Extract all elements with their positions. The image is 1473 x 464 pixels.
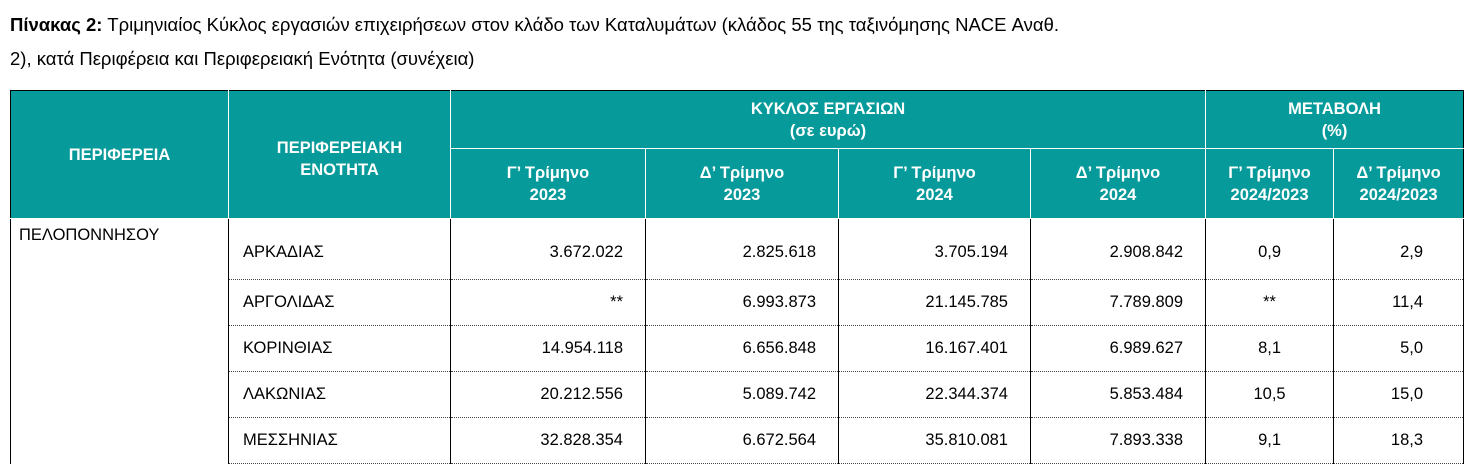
table-row: ΛΑΚΩΝΙΑΣ 20.212.556 5.089.742 22.344.374 5.8… <box>11 371 1465 418</box>
region-cell: ΠΕΛΟΠΟΝΝΗΣΟΥ <box>10 218 229 464</box>
title: Πίνακας 2: Τριμηνιαίος Κύκλος εργασιών ε… <box>10 8 1059 76</box>
value-cell: 32.828.354 <box>450 417 646 464</box>
header-row: Γ’ Τρίμηνο 2023 Δ’ Τρίμηνο 2023 Γ’ Τρίμηνο 20… <box>11 148 1465 219</box>
value-cell: 7.893.338 <box>1029 417 1207 464</box>
value-cell: 5.089.742 <box>645 371 839 418</box>
header-text: 2024 <box>916 185 953 204</box>
value-cell: 2.825.618 <box>645 218 839 280</box>
header-text: 2023 <box>723 185 761 204</box>
header-text: 2024/2023 <box>1230 185 1309 204</box>
header-text: Δ’ Τρίμηνο <box>1356 163 1441 182</box>
value-cell: 18,3 <box>1333 417 1465 464</box>
value-cell: 3.705.194 <box>838 218 1031 280</box>
header-cell: Δ’ Τρίμηνο 2023 <box>645 148 839 219</box>
header-text: ΠΕΡΙΦΕΡΕΙΑΚΗ <box>276 139 403 157</box>
header-cell: ΠΕΡΙΦΕΡΕΙΑΚΗ ΕΝΟΤΗΤΑ <box>228 90 451 219</box>
value-cell: 11,4 <box>1333 279 1465 326</box>
value-cell: 14.954.118 <box>450 325 646 372</box>
value-cell: 22.344.374 <box>838 371 1031 418</box>
value-cell: ** <box>450 279 646 326</box>
value-cell: 6.672.564 <box>645 417 839 464</box>
header-text: Γ’ Τρίμηνο <box>506 163 590 182</box>
value-cell: 9,1 <box>1205 417 1335 464</box>
value-cell: 2.908.842 <box>1029 218 1207 280</box>
title-label: Πίνακας 2: <box>10 14 103 35</box>
title-line: 2), κατά Περιφέρεια και Περιφερειακή Ενό… <box>10 48 475 69</box>
value-cell: 7.789.809 <box>1029 279 1207 326</box>
table-row: ΚΟΡΙΝΘΙΑΣ 14.954.118 6.656.848 16.167.401 6.… <box>11 325 1465 372</box>
header-text: (σε ευρώ) <box>789 121 867 140</box>
value-cell: ** <box>1205 279 1335 326</box>
header-cell: ΠΕΡΙΦΕΡΕΙΑ <box>10 90 229 219</box>
table-row: ΜΕΣΣΗΝΙΑΣ 32.828.354 6.672.564 35.810.081 7.… <box>11 417 1465 464</box>
value-cell: 5,0 <box>1333 325 1465 372</box>
title-line: Τριμηνιαίος Κύκλος εργασιών επιχειρήσεων… <box>107 14 1060 35</box>
value-cell: 16.167.401 <box>838 325 1031 372</box>
header-text: Γ’ Τρίμηνο <box>1228 163 1311 182</box>
unit-cell: ΑΡΚΑΔΙΑΣ <box>228 218 451 280</box>
value-cell: 20.212.556 <box>450 371 646 418</box>
value-cell: 6.989.627 <box>1029 325 1207 372</box>
table: ΠΕΡΙΦΕΡΕΙΑ ΠΕΡΙΦΕΡΕΙΑΚΗ ΕΝΟΤΗΤΑ ΚΥΚΛΟΣ ΕΡΓΑ… <box>10 90 1465 464</box>
unit-cell: ΛΑΚΩΝΙΑΣ <box>228 371 451 418</box>
header-cell: Δ’ Τρίμηνο 2024 <box>1029 148 1207 219</box>
header-text: Δ’ Τρίμηνο <box>699 163 785 182</box>
header-row: ΠΕΡΙΦΕΡΕΙΑ ΠΕΡΙΦΕΡΕΙΑΚΗ ΕΝΟΤΗΤΑ ΚΥΚΛΟΣ ΕΡΓΑ… <box>10 90 1465 219</box>
table-row: ΑΡΓΟΛΙΔΑΣ ** 6.993.873 21.145.785 7.789.809 *… <box>11 279 1465 326</box>
unit-cell: ΜΕΣΣΗΝΙΑΣ <box>228 417 451 464</box>
value-cell: 8,1 <box>1205 325 1335 372</box>
value-cell: 3.672.022 <box>450 218 646 280</box>
value-cell: 10,5 <box>1205 371 1335 418</box>
header-text: 2024 <box>1099 185 1137 204</box>
header-text: ΚΥΚΛΟΣ ΕΡΓΑΣΙΩΝ <box>750 99 906 118</box>
header-text: 2024/2023 <box>1359 185 1438 204</box>
value-cell: 35.810.081 <box>838 417 1031 464</box>
header-text: Δ’ Τρίμηνο <box>1075 163 1161 182</box>
header-text: 2023 <box>529 185 567 204</box>
header-cell: Δ’ Τρίμηνο 2024/2023 <box>1333 148 1465 219</box>
value-cell: 5.853.484 <box>1029 371 1207 418</box>
header-cell: Γ’ Τρίμηνο 2024/2023 <box>1205 148 1335 219</box>
value-cell: 6.993.873 <box>645 279 839 326</box>
header-text: ΕΝΟΤΗΤΑ <box>300 161 379 179</box>
header-text: ΜΕΤΑΒΟΛΗ <box>1288 99 1381 118</box>
header-cell: ΚΥΚΛΟΣ ΕΡΓΑΣΙΩΝ (σε ευρώ) <box>449 90 1207 149</box>
value-cell: 0,9 <box>1205 218 1335 280</box>
value-cell: 15,0 <box>1333 371 1465 418</box>
header-cell: Γ’ Τρίμηνο 2023 <box>450 148 646 219</box>
table-row: ΠΕΛΟΠΟΝΝΗΣΟΥ ΑΡΚΑΔΙΑΣ 3.672.022 2.825.618 3.… <box>10 218 1465 464</box>
header-cell: Γ’ Τρίμηνο 2024 <box>838 148 1031 219</box>
header-text: (%) <box>1321 121 1348 140</box>
value-cell: 2,9 <box>1333 218 1465 280</box>
value-cell: 6.656.848 <box>645 325 839 372</box>
unit-cell: ΑΡΓΟΛΙΔΑΣ <box>228 279 451 326</box>
header-cell: ΜΕΤΑΒΟΛΗ (%) <box>1205 90 1465 149</box>
header-text: Γ’ Τρίμηνο <box>893 163 976 182</box>
unit-cell: ΚΟΡΙΝΘΙΑΣ <box>228 325 451 372</box>
value-cell: 21.145.785 <box>838 279 1031 326</box>
